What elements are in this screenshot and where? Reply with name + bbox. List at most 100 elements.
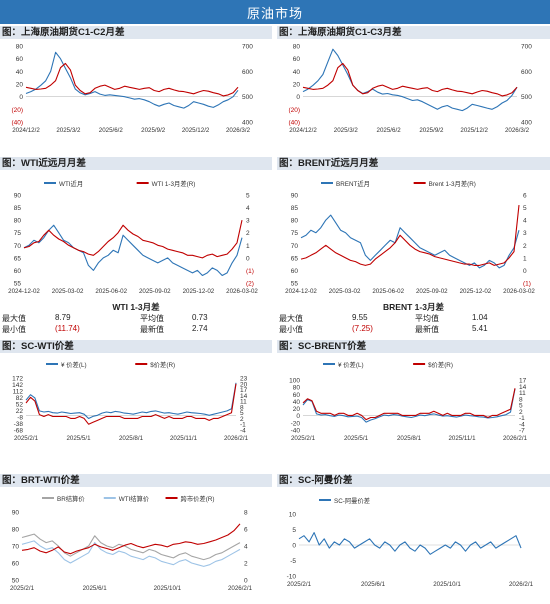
y-left-tick-label: -8: [17, 415, 23, 422]
series-line-2: [302, 388, 516, 421]
legend-label: BR结算价: [57, 494, 85, 503]
series-line-1: [300, 214, 520, 269]
y-left-tick-label: 85: [291, 205, 299, 212]
y-left-tick-label: -40: [291, 428, 301, 435]
x-tick-label: 2025/6/2: [377, 127, 402, 134]
y-right-tick-label: 3: [523, 230, 527, 237]
y-left-tick-label: 60: [14, 268, 22, 275]
x-tick-label: 2025-06-02: [95, 288, 127, 295]
page-title: 原油市场: [0, 0, 550, 24]
y-right-tick-label: 4: [523, 218, 527, 225]
brent-latest-label: 最新值: [415, 325, 439, 334]
wti-table-heading: WTI 1-3月差: [112, 302, 160, 312]
panel-title-brt-wti: 图：BRT-WTI价差: [0, 474, 272, 487]
brent-min-label: 最小值: [279, 325, 303, 334]
y-right-tick-label: 500: [242, 94, 253, 101]
wti-min-value: (11.74): [55, 324, 80, 333]
y-right-tick-label: 5: [240, 410, 244, 417]
x-tick-label: 2025/5/1: [66, 435, 91, 442]
y-right-tick-label: 3: [246, 218, 250, 225]
y-left-tick-label: (20): [288, 107, 300, 114]
panel-title-wti-spread: 图：WTI近远月月差: [0, 157, 272, 170]
x-tick-label: 2026/2/1: [503, 435, 528, 442]
y-left-tick-label: 50: [12, 578, 20, 585]
brent-min-value: (7.25): [352, 324, 373, 333]
legend-label: BRENT近月: [336, 179, 370, 188]
y-left-tick-label: 60: [291, 268, 299, 275]
x-tick-label: 2025/3/2: [334, 127, 359, 134]
x-tick-label: 2025/11/1: [170, 435, 198, 442]
y-left-tick-label: 80: [293, 385, 301, 392]
x-tick-label: 2025/2/1: [291, 435, 316, 442]
x-tick-label: 2025/9/2: [419, 127, 444, 134]
y-left-tick-label: 112: [13, 389, 24, 396]
series-line-1: [25, 51, 239, 109]
y-left-tick-label: 90: [14, 193, 22, 200]
y-right-tick-label: -4: [240, 428, 246, 435]
y-left-tick-label: 22: [16, 408, 24, 415]
y-left-tick-label: 10: [289, 512, 297, 519]
legend-label: WTI 1-3月差(R): [152, 179, 196, 188]
y-left-tick-label: 90: [12, 510, 20, 517]
y-left-tick-label: 80: [14, 218, 22, 225]
series-line-1: [25, 382, 237, 420]
y-left-tick-label: 40: [293, 399, 301, 406]
y-right-tick-label: (1): [246, 268, 254, 275]
y-right-tick-label: 500: [521, 94, 532, 101]
y-left-tick-label: 60: [293, 56, 301, 63]
y-left-tick-label: 60: [293, 392, 301, 399]
wti-avg-value: 0.73: [192, 313, 208, 322]
x-tick-label: 2026/3/2: [226, 127, 251, 134]
y-left-tick-label: 20: [293, 82, 301, 89]
series-line-1: [21, 533, 241, 561]
panel-title-sc-oman: 图：SC-阿曼价差: [277, 474, 550, 487]
y-right-tick-label: 20: [240, 381, 248, 388]
brent-row-1: 最大值 9.55 平均值 1.04: [277, 313, 550, 323]
x-tick-label: 2025/8/1: [397, 435, 422, 442]
y-left-tick-label: -10: [287, 574, 297, 581]
x-tick-label: 2025-03-02: [52, 288, 84, 295]
y-left-tick-label: 70: [291, 243, 299, 250]
y-left-tick-label: 70: [14, 243, 22, 250]
y-right-tick-label: 4: [244, 544, 248, 551]
panel-title-sc-c1c3: 图：上海原油期货C1-C3月差: [277, 26, 550, 39]
y-left-tick-label: -68: [14, 428, 24, 435]
series-line-2: [21, 540, 241, 567]
panel-title-sc-brent: 图：SC-BRENT价差: [277, 340, 550, 353]
series-line-2: [25, 62, 239, 97]
chart-sc-c1c3: 80 60 40 20 0 (20) (40) 700 600 500 400 2024/12/2 20…: [288, 44, 532, 135]
y-left-tick-label: 60: [12, 561, 20, 568]
y-left-tick-label: 75: [14, 230, 22, 237]
x-tick-label: 2025-09-02: [139, 288, 171, 295]
y-left-tick-label: 80: [16, 44, 24, 51]
y-left-tick-label: 5: [292, 527, 296, 534]
y-left-tick-label: 55: [291, 281, 299, 288]
panel-title-brent-spread: 图：BRENT近远月月差: [277, 157, 550, 170]
y-left-tick-label: 80: [291, 218, 299, 225]
brent-max-label: 最大值: [279, 314, 303, 323]
legend-label: Brent 1-3月差(R): [429, 179, 476, 188]
y-right-tick-label: 4: [246, 205, 250, 212]
panel-title-sc-c1c2: 图：上海原油期货C1-C2月差: [0, 26, 272, 39]
y-right-tick-label: 8: [240, 404, 244, 411]
x-tick-label: 2025/11/1: [448, 435, 476, 442]
y-left-tick-label: -20: [291, 420, 301, 427]
brent-latest-value: 5.41: [472, 324, 488, 333]
wti-stats-table: WTI 1-3月差 最大值 8.79 平均值 0.73 最小值 (11.74) …: [0, 301, 272, 337]
wti-latest-label: 最新值: [140, 325, 164, 334]
x-tick-label: 2024/12/2: [289, 127, 317, 134]
y-right-tick-label: 2: [519, 409, 523, 416]
x-tick-label: 2026-03-02: [503, 288, 535, 295]
x-tick-label: 2026/2/1: [224, 435, 249, 442]
x-tick-label: 2025/6/2: [99, 127, 124, 134]
series-line-1: [302, 388, 516, 423]
y-right-tick-label: 0: [244, 578, 248, 585]
wti-max-value: 8.79: [55, 313, 71, 322]
y-right-tick-label: 5: [519, 403, 523, 410]
x-tick-label: 2026/2/1: [228, 585, 253, 592]
y-right-tick-label: 400: [242, 120, 253, 127]
